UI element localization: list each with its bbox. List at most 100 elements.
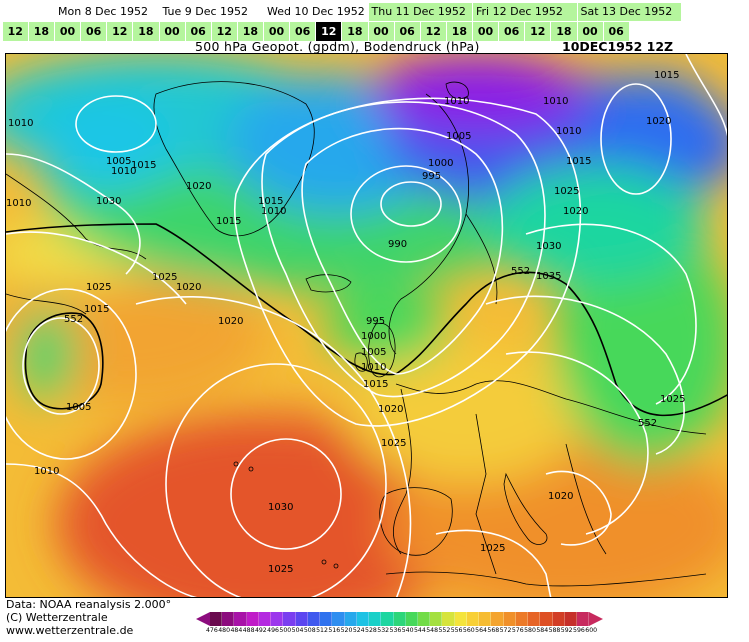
hour-button[interactable]: 00 [367, 22, 394, 41]
colorbar-swatch [528, 612, 541, 626]
isobar-label: 1010 [111, 166, 136, 177]
colorbar-swatch [344, 612, 357, 626]
colorbar-swatch [369, 612, 382, 626]
day-header: Tue 9 Dec 1952 [158, 3, 264, 21]
colorbar-swatch [222, 612, 235, 626]
hour-button[interactable]: 06 [393, 22, 420, 41]
colorbar-swatch [503, 612, 516, 626]
colorbar-swatch [479, 612, 492, 626]
colorbar-high-arrow [589, 612, 603, 626]
colorbar-swatch [295, 612, 308, 626]
hour-button[interactable]: 00 [576, 22, 603, 41]
isobar-label: 1030 [268, 502, 293, 513]
colorbar-swatches [210, 612, 590, 626]
hour-button[interactable]: 06 [602, 22, 629, 41]
day-header: Fri 12 Dec 1952 [472, 3, 577, 21]
isobar-label: 1010 [556, 126, 581, 137]
isobar-label: 1025 [152, 272, 177, 283]
isobar-label: 1000 [361, 331, 386, 342]
hour-button[interactable]: 18 [445, 22, 472, 41]
isobar-label: 1005 [446, 131, 471, 142]
colorbar-swatch [405, 612, 418, 626]
colorbar-swatch [332, 612, 345, 626]
colorbar-tick-label: 580 [524, 627, 536, 634]
contour-552-lines [6, 223, 727, 417]
colorbar-tick-label: 516 [328, 627, 341, 634]
colorbar-tick-label: 528 [365, 627, 377, 634]
hour-button[interactable]: 12 [106, 22, 133, 41]
colorbar-swatch [491, 612, 504, 626]
time-navigation-bar: Mon 8 Dec 1952 Tue 9 Dec 1952 Wed 10 Dec 1… [0, 0, 749, 42]
colorbar-swatch [552, 612, 565, 626]
colorbar-tick-label: 512 [316, 627, 328, 634]
isobar-label: 1015 [566, 156, 591, 167]
hour-button[interactable]: 12 [1, 22, 28, 41]
colorbar-tick-label: 576 [511, 627, 524, 634]
isobar-label: 1005 [66, 402, 91, 413]
isobar-label: 1020 [563, 206, 588, 217]
day-header: Wed 10 Dec 1952 [263, 3, 368, 21]
colorbar-swatch [564, 612, 578, 626]
hour-button[interactable]: 18 [341, 22, 368, 41]
colorbar-swatch [234, 612, 247, 626]
colorbar-swatch [258, 612, 272, 626]
hour-button[interactable]: 12 [524, 22, 551, 41]
isobar-label: 1025 [660, 394, 685, 405]
isobar-label: 1020 [548, 491, 573, 502]
hour-button[interactable]: 18 [27, 22, 54, 41]
colorbar-swatch [246, 612, 259, 626]
isobar-label: 1020 [218, 316, 243, 327]
isobar-label: 1010 [361, 362, 386, 373]
isobar-label: 1025 [480, 543, 505, 554]
isobar-label: 1030 [96, 196, 121, 207]
isobar-label: 1010 [6, 198, 31, 209]
isobar-label: 1010 [34, 466, 59, 477]
isobar-label: 990 [388, 239, 407, 250]
hour-button[interactable]: 12 [210, 22, 237, 41]
contour-label: 552 [511, 266, 530, 277]
isobar-label: 1020 [378, 404, 403, 415]
hour-button[interactable]: 12 [419, 22, 446, 41]
isobar-label: 1015 [216, 216, 241, 227]
map-title: 500 hPa Geopot. (gpdm), Bodendruck (hPa) [195, 39, 480, 54]
isobar-label: 1015 [654, 70, 679, 81]
colorbar-swatch [417, 612, 431, 626]
hour-button[interactable]: 18 [550, 22, 577, 41]
hour-button[interactable]: 18 [236, 22, 263, 41]
colorbar-tick-label: 524 [352, 627, 365, 634]
colorbar-tick-label: 520 [340, 627, 353, 634]
isobar-label: 1015 [84, 304, 109, 315]
colorbar-tick-label: 544 [413, 627, 426, 634]
isobar-label: 1035 [536, 271, 561, 282]
hour-button[interactable]: 12 [315, 22, 342, 41]
hour-button[interactable]: 00 [54, 22, 81, 41]
colorbar-swatch [515, 612, 529, 626]
hour-button[interactable]: 06 [184, 22, 211, 41]
hour-button[interactable]: 00 [158, 22, 185, 41]
hour-button[interactable]: 06 [498, 22, 525, 41]
isobar-label: 1025 [554, 186, 579, 197]
hour-button[interactable]: 06 [80, 22, 107, 41]
colorbar-tick-label: 600 [585, 627, 598, 634]
colorbar-tick-label: 496 [267, 627, 279, 634]
credit-line-website[interactable]: www.wetterzentrale.de [6, 624, 134, 637]
isobar-label: 1005 [106, 156, 131, 167]
hour-button[interactable]: 00 [263, 22, 290, 41]
hour-button[interactable]: 18 [132, 22, 159, 41]
isobar-label: 1005 [361, 347, 386, 358]
colorbar-tick-label: 484 [230, 627, 243, 634]
isobar-label: 995 [366, 316, 385, 327]
colorbar-tick-label: 492 [254, 627, 267, 634]
colorbar-swatch [271, 612, 284, 626]
hour-button[interactable]: 00 [472, 22, 499, 41]
colorbar-legend: 476 480 484 488 492 496 500 504 508 512 516 520 524 5… [196, 612, 734, 636]
isobar-label: 1010 [543, 96, 568, 107]
colorbar-swatch [540, 612, 553, 626]
weather-map: 1010 1015 1010 1010 1005 1010 1015 1020 1025 1030… [5, 53, 728, 598]
colorbar-swatch [381, 612, 394, 626]
hour-button[interactable]: 06 [289, 22, 316, 41]
colorbar-ticks: 476 480 484 488 492 496 500 504 508 512 516 520 524 5… [206, 626, 598, 636]
colorbar-tick-label: 568 [487, 627, 500, 634]
geopotential-field [6, 54, 727, 597]
